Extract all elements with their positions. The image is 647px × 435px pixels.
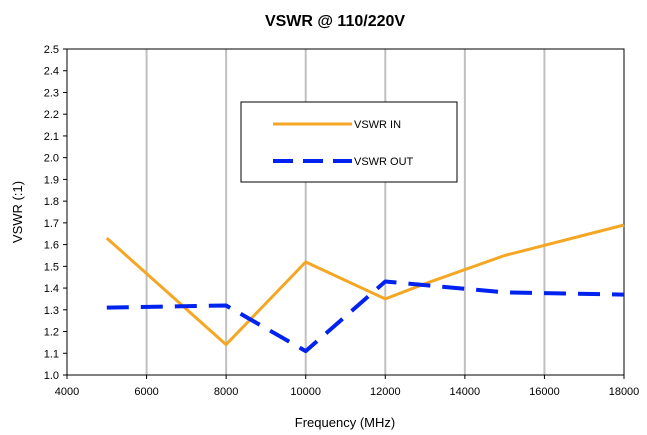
y-tick-label: 1.9 <box>44 174 59 186</box>
series-lines <box>105 223 625 354</box>
legend-label-vswr-out: VSWR OUT <box>354 156 414 168</box>
x-tick-label: 16000 <box>529 386 560 398</box>
legend-box <box>240 101 458 183</box>
x-tick-label: 4000 <box>55 386 79 398</box>
y-tick-label: 2.4 <box>44 66 59 78</box>
y-tick-label: 1.7 <box>44 218 59 230</box>
legend-label-vswr-in: VSWR IN <box>354 119 401 131</box>
x-tick-label: 10000 <box>290 386 321 398</box>
y-tick-label: 1.8 <box>44 196 59 208</box>
y-tick-label: 1.6 <box>44 240 59 252</box>
y-tick-label: 1.4 <box>44 283 59 295</box>
y-tick-label: 2.3 <box>44 87 59 99</box>
y-tick-label: 1.3 <box>44 305 59 317</box>
y-tick-label: 1.0 <box>44 370 59 382</box>
y-tick-label: 1.2 <box>44 327 59 339</box>
series-line-vswr-in <box>105 223 625 347</box>
y-tick-label: 2.5 <box>44 44 59 56</box>
x-tick-label: 12000 <box>370 386 401 398</box>
axis-ticks: 4000 6000 8000 10000 12000 14000 16000 18000 1.0… <box>44 44 640 398</box>
legend: VSWR IN VSWR OUT <box>240 101 458 183</box>
plot-area-border <box>66 48 625 376</box>
y-tick-label: 1.1 <box>44 348 59 360</box>
x-axis-label: Frequency (MHz) <box>295 415 395 430</box>
y-tick-label: 2.0 <box>44 153 59 165</box>
y-tick-label: 2.2 <box>44 109 59 121</box>
x-tick-label: 18000 <box>609 386 640 398</box>
y-tick-label: 1.5 <box>44 261 59 273</box>
chart-title: VSWR @ 110/220V <box>265 13 405 30</box>
x-tick-label: 14000 <box>450 386 481 398</box>
y-tick-label: 2.1 <box>44 131 59 143</box>
series-line-vswr-out <box>106 279 625 354</box>
x-tick-label: 6000 <box>134 386 158 398</box>
y-axis-label: VSWR (:1) <box>10 181 25 243</box>
x-tick-label: 8000 <box>214 386 238 398</box>
